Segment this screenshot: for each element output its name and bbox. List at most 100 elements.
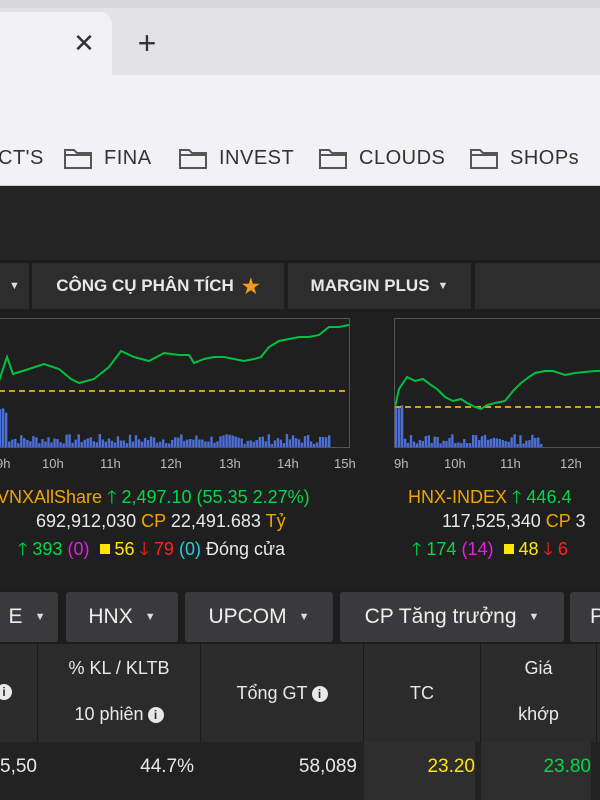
intraday-chart[interactable] (394, 318, 600, 448)
volume-bar (83, 439, 86, 447)
tab-upcom[interactable]: UPCOM ▼ (185, 592, 333, 642)
volume-bar (38, 443, 41, 447)
bookmark-label: CLOUDS (359, 146, 446, 169)
volume-bar (451, 434, 454, 447)
index-summary: HNX-INDEX 🡑 446.4 (408, 485, 571, 515)
volume-bar (159, 441, 162, 447)
volume-bar (528, 440, 531, 447)
volume-bar (513, 434, 516, 447)
close-tab-icon[interactable]: ✕ (73, 28, 95, 58)
volume-bar (125, 443, 129, 447)
volume-bars (395, 405, 543, 447)
volume-bar (155, 442, 159, 447)
volume-bar (222, 435, 225, 447)
column-header-kl-kltb[interactable]: % KL / KLTB 10 phiên i (38, 644, 201, 742)
breadth-summary: 🡑 174 (14) 48 🡓 6 (412, 537, 568, 567)
tab-cp-tang-truong[interactable]: CP Tăng trưởng ▼ (340, 592, 564, 642)
flat-count: 56 (114, 539, 135, 559)
volume-bar (50, 442, 53, 447)
volume-bar (14, 438, 17, 447)
breadth-summary: 🡑 393 (0) 56 🡓 79 (0) Đóng cửa (18, 537, 285, 567)
volume-bar (504, 441, 507, 447)
cell-tong-gt: 58,089 (298, 756, 357, 777)
bookmark-shops[interactable]: SHOPs (470, 144, 579, 172)
index-value: 446.4 (526, 487, 572, 507)
volume-bar (17, 443, 20, 447)
volume-bar (540, 443, 543, 447)
volume-bar (448, 437, 451, 447)
volume-bar (525, 440, 528, 447)
volume-bar (400, 405, 404, 447)
volume-bar (463, 439, 466, 447)
volume-bar (216, 441, 219, 447)
tab-hnx[interactable]: HNX ▼ (66, 592, 178, 642)
volume-bar (65, 434, 68, 447)
volume-bar (74, 439, 77, 447)
menu-item-empty[interactable] (475, 263, 600, 309)
index-panel-hnx: 9h 10h 11h 12h HNX-INDEX 🡑 446.4 117,525… (392, 312, 600, 590)
tab-p[interactable]: P (570, 592, 600, 642)
volume-bar (477, 440, 481, 447)
volume-bar (119, 440, 123, 447)
volume-bar (421, 441, 424, 447)
bookmark-clouds[interactable]: CLOUDS (319, 144, 445, 172)
menu-item-collapsed[interactable]: ▼ (0, 263, 29, 309)
volume-bar (516, 443, 519, 447)
new-tab-icon[interactable]: + (137, 25, 157, 61)
bookmark-label: CT'S (0, 146, 44, 169)
menu-item-label: MARGIN PLUS (310, 276, 430, 295)
volume-bar (240, 438, 243, 447)
column-header-partial[interactable]: i (0, 644, 38, 742)
volume-bar (134, 435, 138, 447)
volume-bar (258, 437, 261, 447)
flat-count: 48 (518, 539, 539, 559)
header-label: Tổng GT (236, 683, 308, 703)
volume-bar (243, 443, 246, 447)
volume-bar (53, 438, 56, 447)
volume-bar (318, 436, 322, 447)
volume-bar (279, 439, 283, 447)
volume-bar (315, 442, 319, 447)
volume-bar (486, 439, 490, 447)
menu-item-margin-plus[interactable]: MARGIN PLUS ▼ (288, 263, 471, 309)
volume-bar (143, 438, 147, 447)
address-bar-area[interactable] (0, 75, 600, 130)
volume-bar (424, 436, 427, 447)
volume-summary: 117,525,340 CP 3 (442, 511, 586, 532)
table-header: i % KL / KLTB 10 phiên i Tổng GT i TC Giá … (0, 644, 600, 742)
table-row[interactable]: 5,50 44.7% 58,089 23.20 23.80 (0, 742, 600, 800)
bookmark-invest[interactable]: INVEST (179, 144, 294, 172)
volume-bar (23, 438, 26, 447)
volume-bar (98, 434, 101, 447)
volume-bar (261, 436, 264, 447)
volume-bar (225, 434, 228, 447)
volume-bar (507, 442, 510, 447)
volume-bar (149, 436, 153, 447)
x-tick: 14h (277, 456, 299, 471)
chart-svg (394, 370, 600, 447)
volume-bar (86, 438, 89, 447)
volume-bar (0, 409, 2, 447)
volume-bar (264, 441, 267, 447)
column-header-tong-gt[interactable]: Tổng GT i (201, 644, 364, 742)
volume-bar (140, 441, 144, 447)
index-name: HNX-INDEX (408, 487, 508, 507)
bookmark-cts[interactable]: CT'S (0, 144, 44, 172)
tab-exchange-e[interactable]: E ▼ (0, 592, 58, 642)
x-tick: 15h (334, 456, 356, 471)
volume-bar (291, 435, 295, 447)
volume-bar (207, 441, 210, 447)
menu-item-analysis-tools[interactable]: CÔNG CỤ PHÂN TÍCH ★ (32, 263, 284, 309)
column-header-gia-khop[interactable]: Giá khớp (481, 644, 597, 742)
bookmark-label: INVEST (219, 146, 295, 169)
header-line: % KL / KLTB (68, 658, 170, 678)
header-line: Giá (524, 658, 553, 678)
volume-bar (321, 437, 325, 447)
column-header-tc[interactable]: TC (364, 644, 481, 742)
bookmark-fina[interactable]: FINA (64, 144, 152, 172)
active-tab[interactable] (0, 12, 112, 75)
volume-bar (89, 437, 92, 447)
intraday-chart[interactable] (0, 318, 350, 448)
volume-bar (519, 435, 522, 447)
cell-gia-khop: 23.80 (481, 742, 591, 800)
